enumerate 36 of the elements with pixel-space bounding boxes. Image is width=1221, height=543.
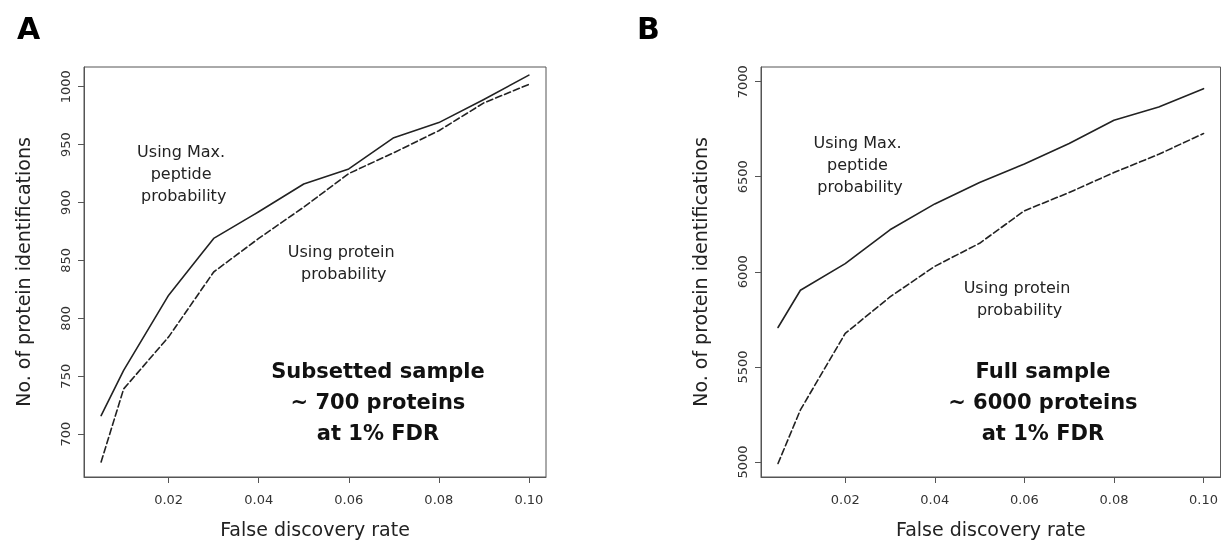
series-label: Using protein probability [963, 277, 1076, 319]
y-tick-label: 900 [58, 190, 73, 215]
y-tick-label: 7000 [735, 65, 750, 99]
x-tick-label: 0.06 [334, 492, 364, 507]
y-axis-title: No. of protein identifications [688, 137, 711, 407]
x-tick-label: 0.06 [1009, 492, 1039, 507]
y-tick-label: 950 [58, 132, 73, 158]
y-tick-label: 850 [58, 248, 73, 273]
y-tick-label: 800 [58, 305, 73, 331]
series-label: Using Max. peptide probability [813, 133, 907, 197]
chart-title: B [637, 10, 660, 46]
y-tick-label: 6000 [735, 255, 750, 289]
y-tick-label: 5500 [735, 350, 750, 384]
chart-title: A [17, 10, 41, 46]
x-tick-label: 0.02 [830, 492, 860, 507]
y-tick-label: 5000 [735, 445, 750, 479]
y-tick-label: 700 [58, 421, 73, 447]
annotation: Full sample ~ 6000 proteins at 1% FDR [948, 358, 1138, 445]
x-tick-label: 0.02 [154, 492, 184, 507]
x-tick-label: 0.04 [920, 492, 950, 507]
x-tick-label: 0.10 [514, 492, 544, 507]
x-axis-title: False discovery rate [895, 517, 1086, 540]
annotation: Subsetted sample ~ 700 proteins at 1% FDR [271, 358, 485, 445]
x-axis-title: False discovery rate [220, 517, 410, 540]
y-axis-title: No. of protein identifications [11, 137, 34, 407]
y-tick-label: 6500 [735, 160, 750, 194]
y-tick-label: 750 [58, 363, 73, 389]
y-tick-label: 1000 [58, 70, 73, 104]
series-label: Using protein probability [287, 241, 400, 283]
x-tick-label: 0.08 [1099, 492, 1129, 507]
line-series [777, 132, 1205, 465]
x-tick-label: 0.10 [1189, 492, 1218, 507]
x-tick-label: 0.08 [424, 492, 454, 507]
series-label: Using Max. peptide probability [137, 141, 231, 205]
line-series [777, 87, 1205, 329]
x-tick-label: 0.04 [244, 492, 274, 507]
